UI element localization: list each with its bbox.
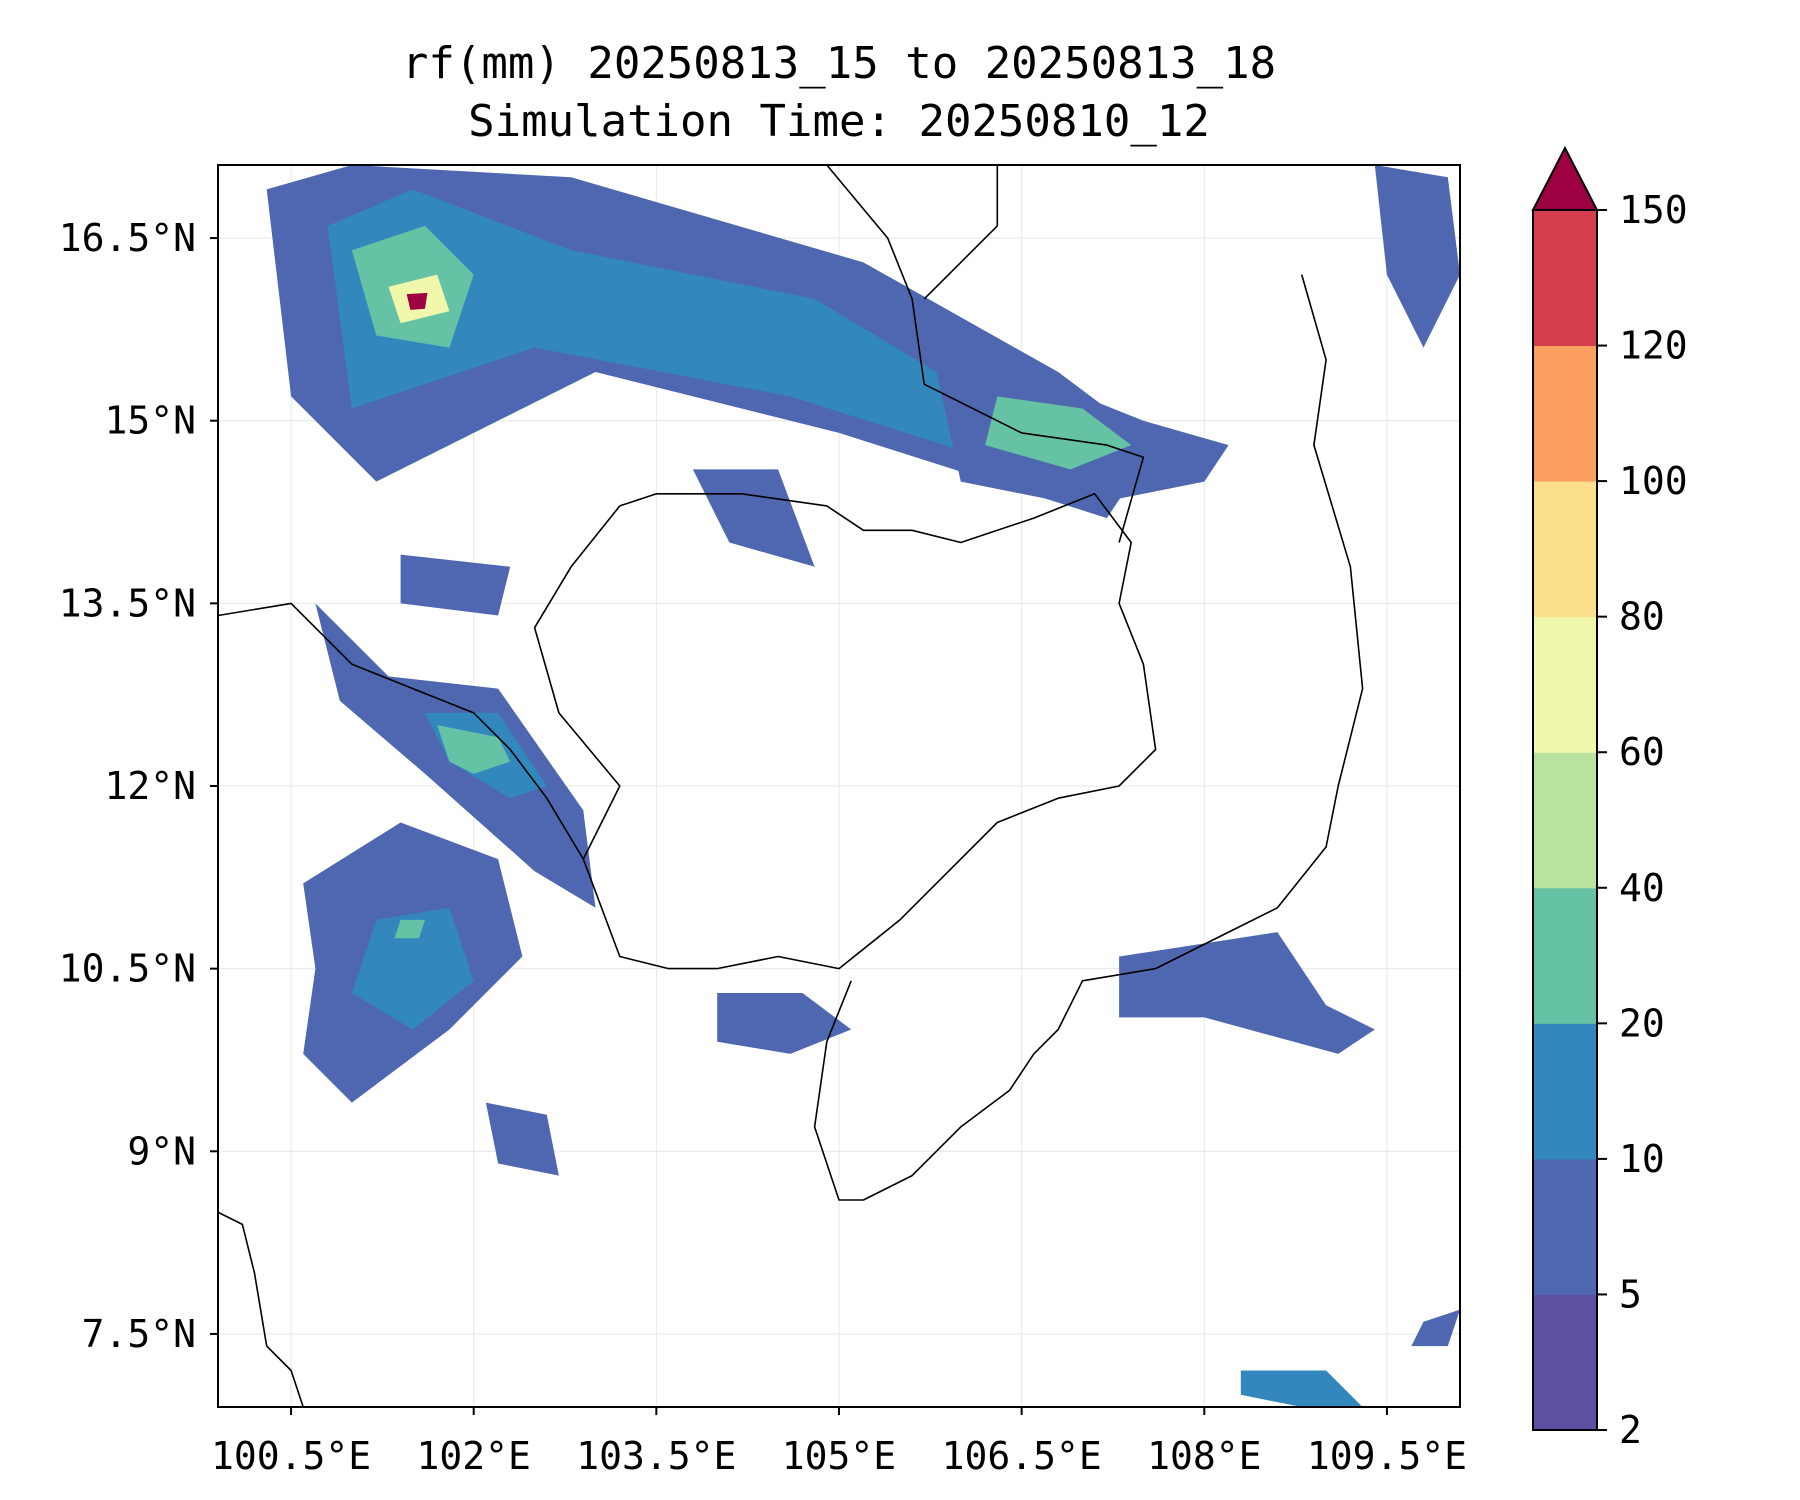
colorbar-segment	[1533, 887, 1597, 1024]
rain-cell-se-band	[1119, 932, 1375, 1054]
colorbar-frame	[1532, 209, 1598, 1431]
colorbar-segment	[1533, 1023, 1597, 1160]
rain-cell-north-cell-c	[406, 292, 428, 310]
rain-cell-south-patch-b	[717, 993, 852, 1054]
lon-tick-label: 100.5°E	[211, 1434, 371, 1478]
lon-tick-label: 109.5°E	[1307, 1434, 1467, 1478]
lat-tick-label: 15°N	[104, 399, 196, 443]
colorbar-segment	[1533, 210, 1597, 347]
figure-title-line1: rf(mm) 20250813_15 to 20250813_18	[402, 38, 1276, 89]
coastlines-borders	[218, 165, 1364, 1407]
colorbar-segment	[1533, 481, 1597, 618]
rainfall-contours	[266, 165, 1460, 1407]
rain-cell-cambodia-n-b	[400, 554, 511, 616]
lat-tick-label: 16.5°N	[59, 216, 196, 260]
colorbar-tick-label: 150	[1619, 188, 1688, 232]
rain-cell-gulf-band-max	[437, 725, 511, 774]
coastline-vietnam-coast	[813, 274, 1364, 1201]
rain-cell-sw-blob-max	[394, 919, 425, 939]
coastline-peninsula-coast	[218, 1211, 304, 1407]
colorbar-tick-label: 100	[1619, 459, 1688, 503]
map-ticks: 100.5°E 102°E 103.5°E 105°E 106.5°E 108°E 109.…	[59, 216, 1467, 1478]
colorbar-tick-label: 10	[1619, 1137, 1665, 1181]
colorbar-segment	[1533, 1294, 1597, 1431]
lat-tick-label: 13.5°N	[59, 581, 196, 625]
lon-tick-label: 103.5°E	[576, 1434, 736, 1478]
colorbar-tick-label: 20	[1619, 1001, 1665, 1045]
rain-cell-sw-blob-core	[351, 907, 474, 1030]
lat-tick-label: 7.5°N	[82, 1312, 196, 1356]
coastline-laos-thai-border	[923, 165, 999, 300]
lon-tick-label: 106.5°E	[942, 1434, 1102, 1478]
coastline-gulf-coast-west	[218, 602, 584, 860]
rain-cell-south-east-dots	[1411, 1309, 1460, 1347]
colorbar-tick-label: 120	[1619, 324, 1688, 368]
lat-tick-label: 9°N	[127, 1129, 196, 1173]
coastline-thai-laos-cambodia-outline	[533, 492, 1157, 970]
lat-tick-label: 12°N	[104, 764, 196, 808]
rain-cell-south-edge	[1240, 1370, 1363, 1407]
colorbar: 2 5 10 20 40 60 80 100 120 150	[1531, 145, 1688, 1452]
colorbar-segment	[1533, 752, 1597, 889]
colorbar-segment	[1533, 616, 1597, 753]
colorbar-tick-label: 2	[1619, 1408, 1642, 1452]
lat-tick-label: 10.5°N	[59, 947, 196, 991]
colorbar-segment	[1533, 1158, 1597, 1295]
lon-tick-label: 108°E	[1147, 1434, 1261, 1478]
rain-cell-ne-corner	[1374, 165, 1460, 348]
colorbar-tick-label: 80	[1619, 595, 1665, 639]
rain-cell-north-band-west-core	[327, 189, 1083, 470]
coastline-laos-vietnam-border	[826, 165, 1145, 543]
colorbar-tick-label: 60	[1619, 730, 1665, 774]
figure-title-line2: Simulation Time: 20250810_12	[468, 96, 1210, 147]
lon-tick-label: 102°E	[417, 1434, 531, 1478]
colorbar-segment	[1533, 345, 1597, 482]
colorbar-tick-label: 40	[1619, 866, 1665, 910]
rain-cell-south-patch-a	[485, 1102, 559, 1176]
rain-cell-east-band-core	[985, 396, 1132, 470]
map-plot-area: 100.5°E 102°E 103.5°E 105°E 106.5°E 108°E 109.…	[59, 164, 1467, 1478]
lon-tick-label: 105°E	[782, 1434, 896, 1478]
colorbar-extend-max	[1531, 145, 1599, 211]
colorbar-tick-label: 5	[1619, 1272, 1642, 1316]
